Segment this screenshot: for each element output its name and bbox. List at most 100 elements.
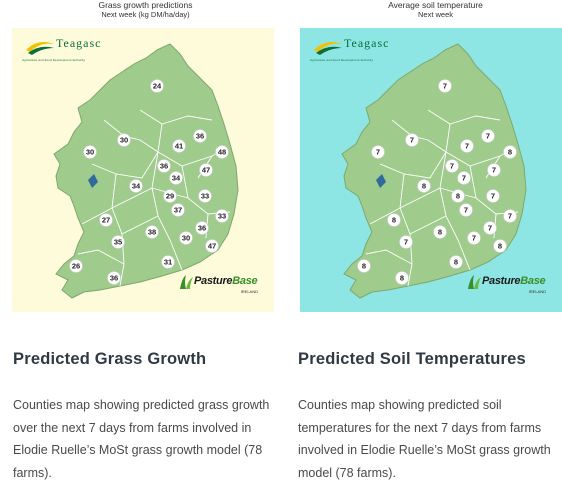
- county-value-marker: [493, 239, 507, 253]
- county-value-label: 37: [174, 206, 182, 215]
- county-value-label: 7: [491, 192, 495, 201]
- pasturebase-logo: PastureBase IRELAND: [176, 274, 262, 298]
- county-value-marker: [215, 145, 229, 159]
- card-heading[interactable]: Predicted Grass Growth: [13, 350, 207, 368]
- county-value-marker: [157, 159, 171, 173]
- county-value-marker: [417, 179, 431, 193]
- county-value-marker: [205, 239, 219, 253]
- county-value-marker: [481, 129, 495, 143]
- county-value-marker: [195, 221, 209, 235]
- map-subtitle: Next week: [417, 10, 453, 19]
- county-value-label: 8: [456, 192, 460, 201]
- teagasc-swoosh-icon: [26, 42, 54, 55]
- county-value-label: 8: [392, 216, 396, 225]
- teagasc-wordmark: Teagasc: [56, 36, 102, 50]
- county-value-label: 8: [362, 262, 366, 271]
- grass-leaf-icon: [180, 275, 193, 289]
- county-value-marker: [460, 139, 474, 153]
- county-value-label: 35: [114, 238, 122, 247]
- county-value-label: 7: [450, 162, 454, 171]
- county-value-label: 7: [465, 142, 469, 151]
- soil-temperature-card: Average soil temperature Next week: [298, 0, 562, 484]
- county-value-marker: [145, 225, 159, 239]
- county-value-label: 7: [472, 234, 476, 243]
- county-value-marker: [198, 189, 212, 203]
- county-value-label: 8: [400, 274, 404, 283]
- county-value-label: 27: [102, 216, 110, 225]
- lake-icon: [376, 174, 386, 188]
- teagasc-swoosh-icon: [314, 42, 342, 55]
- county-value-marker: [371, 145, 385, 159]
- map-subtitle: Next week (kg DM/ha/day): [101, 10, 190, 19]
- card-heading[interactable]: Predicted Soil Temperatures: [298, 350, 526, 368]
- county-value-label: 8: [438, 228, 442, 237]
- county-value-label: 7: [508, 212, 512, 221]
- county-value-label: 8: [498, 242, 502, 251]
- county-value-marker: [215, 209, 229, 223]
- county-value-marker: [83, 145, 97, 159]
- map-header: Average soil temperature Next week: [298, 0, 562, 26]
- county-value-label: 7: [462, 174, 466, 183]
- county-value-label: 8: [422, 182, 426, 191]
- county-value-marker: [438, 79, 452, 93]
- county-value-marker: [169, 171, 183, 185]
- county-value-label: 34: [132, 182, 141, 191]
- county-value-label: 7: [443, 82, 447, 91]
- county-value-label: 24: [153, 82, 162, 91]
- grass-growth-map[interactable]: 24 30 41 36 48 30 36 47 34 34 29 33 37 27 33 36 38 30 35 47…: [12, 28, 274, 312]
- county-value-label: 36: [198, 224, 206, 233]
- county-value-marker: [171, 203, 185, 217]
- county-value-marker: [487, 163, 501, 177]
- county-value-marker: [99, 213, 113, 227]
- map-title: Average soil temperature: [388, 0, 483, 10]
- county-value-marker: [433, 225, 447, 239]
- pasturebase-wordmark: PastureBase: [194, 275, 258, 287]
- county-value-marker: [395, 271, 409, 285]
- county-value-marker: [129, 179, 143, 193]
- pasturebase-logo: PastureBase IRELAND: [464, 274, 550, 298]
- county-value-marker: [107, 271, 121, 285]
- county-value-label: 29: [166, 192, 174, 201]
- county-value-label: 33: [218, 212, 226, 221]
- county-value-marker: [357, 259, 371, 273]
- county-value-marker: [117, 133, 131, 147]
- county-value-marker: [503, 209, 517, 223]
- county-value-marker: [161, 255, 175, 269]
- county-value-marker: [445, 159, 459, 173]
- county-value-marker: [467, 231, 481, 245]
- county-value-label: 36: [196, 132, 204, 141]
- county-value-label: 31: [164, 258, 172, 267]
- county-value-marker: [199, 163, 213, 177]
- county-value-label: 7: [376, 148, 380, 157]
- county-value-label: 38: [148, 228, 156, 237]
- map-title: Grass growth predictions: [98, 0, 193, 10]
- county-value-label: 26: [72, 262, 80, 271]
- county-value-label: 41: [175, 142, 183, 151]
- county-value-label: 36: [160, 162, 168, 171]
- county-value-marker: [179, 231, 193, 245]
- grass-growth-card: Grass growth predictions Next week (kg D…: [8, 0, 283, 484]
- pasturebase-wordmark: PastureBase: [482, 275, 546, 287]
- county-value-marker: [399, 235, 413, 249]
- teagasc-wordmark: Teagasc: [344, 36, 390, 50]
- teagasc-logo: Teagasc Agriculture and Food Development…: [22, 36, 110, 64]
- county-value-label: 47: [202, 166, 210, 175]
- county-value-marker: [405, 133, 419, 147]
- card-description: Counties map showing predicted grass gro…: [13, 398, 270, 480]
- county-value-marker: [459, 203, 473, 217]
- teagasc-tagline: Agriculture and Food Development Authori…: [22, 58, 86, 62]
- pasturebase-sub: IRELAND: [240, 289, 258, 294]
- county-value-label: 7: [492, 166, 496, 175]
- county-value-label: 30: [120, 136, 128, 145]
- county-value-marker: [387, 213, 401, 227]
- county-value-marker: [457, 171, 471, 185]
- county-value-label: 30: [86, 148, 94, 157]
- county-value-label: 34: [172, 174, 181, 183]
- county-value-marker: [172, 139, 186, 153]
- county-value-label: 8: [508, 148, 512, 157]
- county-value-marker: [451, 189, 465, 203]
- county-value-label: 36: [110, 274, 118, 283]
